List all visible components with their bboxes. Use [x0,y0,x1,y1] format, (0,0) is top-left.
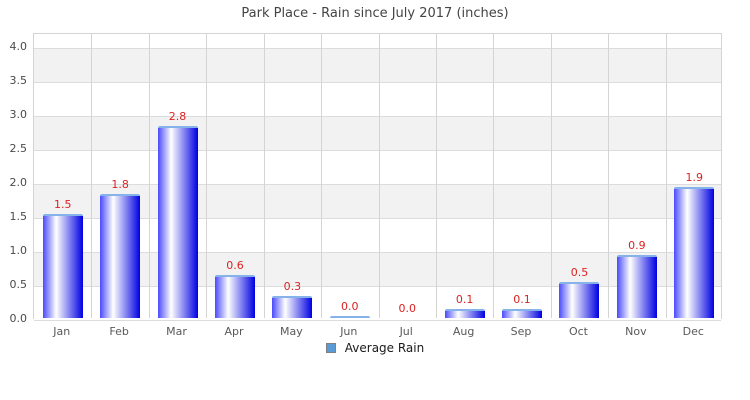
value-label-aug: 0.1 [455,293,474,306]
horizontal-gridline [34,184,721,185]
vertical-gridline [263,34,265,318]
value-label-apr: 0.6 [226,259,244,272]
legend-marker-icon [325,343,336,353]
horizontal-gridline [34,82,721,83]
value-label-jan: 1.5 [53,198,72,211]
y-tick-0.0: 0.0 [9,312,28,325]
bar-feb [100,194,141,318]
x-tick-apr: Apr [224,325,244,338]
x-tick-jun: Jun [340,325,358,338]
x-tick-oct: Oct [568,325,588,338]
legend-label: Average Rain [344,341,425,355]
bar-oct [559,282,600,318]
bar-aug [444,309,485,318]
vertical-gridline [378,34,380,318]
x-tick-mar: Mar [166,325,187,338]
horizontal-gridline [34,150,721,151]
y-tick-2.5: 2.5 [9,142,28,155]
x-tick-dec: Dec [682,325,704,338]
y-tick-3.0: 3.0 [9,108,28,121]
vertical-gridline [435,34,437,318]
horizontal-gridline [34,320,721,321]
value-label-jul: 0.0 [398,302,416,315]
horizontal-gridline [34,48,721,49]
bar-sep [502,309,543,318]
value-label-feb: 1.8 [111,178,129,191]
x-tick-aug: Aug [452,325,475,338]
bar-apr [214,275,255,318]
vertical-gridline [91,34,93,318]
value-label-oct: 0.5 [570,266,589,279]
bar-may [272,296,313,318]
vertical-gridline [550,34,552,318]
vertical-gridline [321,34,323,318]
y-tick-3.5: 3.5 [9,74,28,87]
x-tick-sep: Sep [510,325,532,338]
plot-band [34,218,721,252]
horizontal-gridline [34,286,721,287]
vertical-gridline [493,34,495,318]
horizontal-gridline [34,252,721,253]
plot-band [34,252,721,286]
horizontal-gridline [34,218,721,219]
y-tick-1.0: 1.0 [9,244,28,257]
x-tick-jul: Jul [399,325,413,338]
value-label-jun: 0.0 [341,300,359,313]
x-tick-feb: Feb [109,325,129,338]
value-label-sep: 0.1 [513,293,531,306]
y-tick-4.0: 4.0 [9,40,28,53]
vertical-gridline [608,34,610,318]
value-label-dec: 1.9 [685,171,704,184]
bar-jan [42,214,83,318]
vertical-gridline [665,34,667,318]
x-tick-may: May [279,325,303,338]
vertical-gridline [206,34,208,318]
legend: Average Rain [0,341,750,355]
plot-area: 1.5 1.8 2.8 0.6 0.3 0.0 0.0 0.1 0.1 0.5 0.9 1.9 [33,33,722,321]
value-label-mar: 2.8 [168,110,187,123]
chart-title: Park Place - Rain since July 2017 (inche… [241,6,509,21]
y-tick-2.0: 2.0 [9,176,28,189]
value-label-nov: 0.9 [628,239,646,252]
bar-nov [616,255,657,318]
bar-dec [674,187,715,318]
plot-band [34,150,721,184]
x-tick-jan: Jan [53,325,71,338]
value-label-may: 0.3 [283,280,302,293]
bar-jun [329,316,370,318]
plot-band [34,184,721,218]
plot-band [34,286,721,320]
y-tick-1.5: 1.5 [9,210,28,223]
bar-mar [157,126,198,318]
vertical-gridline [148,34,150,318]
plot-band [34,116,721,150]
x-tick-nov: Nov [625,325,647,338]
plot-band [34,48,721,82]
y-tick-0.5: 0.5 [9,278,28,291]
horizontal-gridline [34,116,721,117]
plot-band [34,82,721,116]
